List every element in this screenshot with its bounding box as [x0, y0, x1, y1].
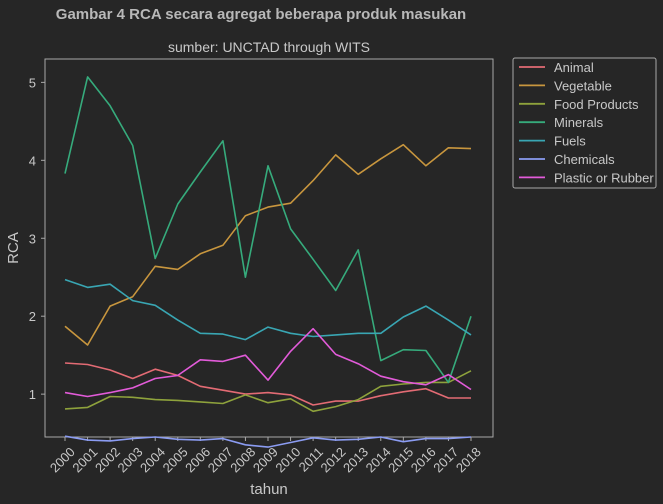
- series-lines: [64, 76, 472, 448]
- plot-area-frame: [44, 58, 494, 438]
- legend: Animal Vegetable Food Products Minerals Fuel…: [512, 57, 657, 189]
- y-axis-label: RCA: [5, 232, 22, 264]
- y-tick-label: 5: [29, 75, 36, 90]
- x-axis-ticks: 2000200120022003200420052006200720082009…: [47, 437, 484, 475]
- legend-label-chemicals: Chemicals: [554, 152, 615, 167]
- x-axis-label: tahun: [250, 481, 288, 498]
- chart-subtitle: sumber: UNCTAD through WITS: [168, 39, 370, 55]
- legend-label-animal: Animal: [554, 60, 594, 75]
- legend-label-food-products: Food Products: [554, 97, 639, 112]
- series-line-fuels: [64, 278, 472, 341]
- series-line-animal: [64, 362, 471, 406]
- legend-label-vegetable: Vegetable: [554, 78, 612, 93]
- y-tick-label: 2: [29, 309, 36, 324]
- y-tick-label: 3: [29, 231, 36, 246]
- legend-label-plastic-or-rubber: Plastic or Rubber: [554, 170, 654, 185]
- legend-label-minerals: Minerals: [554, 115, 604, 130]
- series-line-minerals: [64, 76, 472, 384]
- y-axis-ticks: 1 2 3 4 5: [29, 75, 45, 402]
- series-line-plastic-or-rubber: [64, 327, 472, 398]
- legend-frame: [512, 57, 657, 189]
- series-line-vegetable: [64, 143, 472, 346]
- series-line-chemicals: [64, 435, 472, 448]
- y-tick-label: 1: [29, 387, 36, 402]
- y-tick-label: 4: [29, 153, 36, 168]
- x-tick-label: 2018: [453, 444, 484, 475]
- legend-label-fuels: Fuels: [554, 134, 586, 149]
- chart-title: Gambar 4 RCA secara agregat beberapa pro…: [56, 6, 466, 23]
- series-line-food-products: [64, 370, 472, 413]
